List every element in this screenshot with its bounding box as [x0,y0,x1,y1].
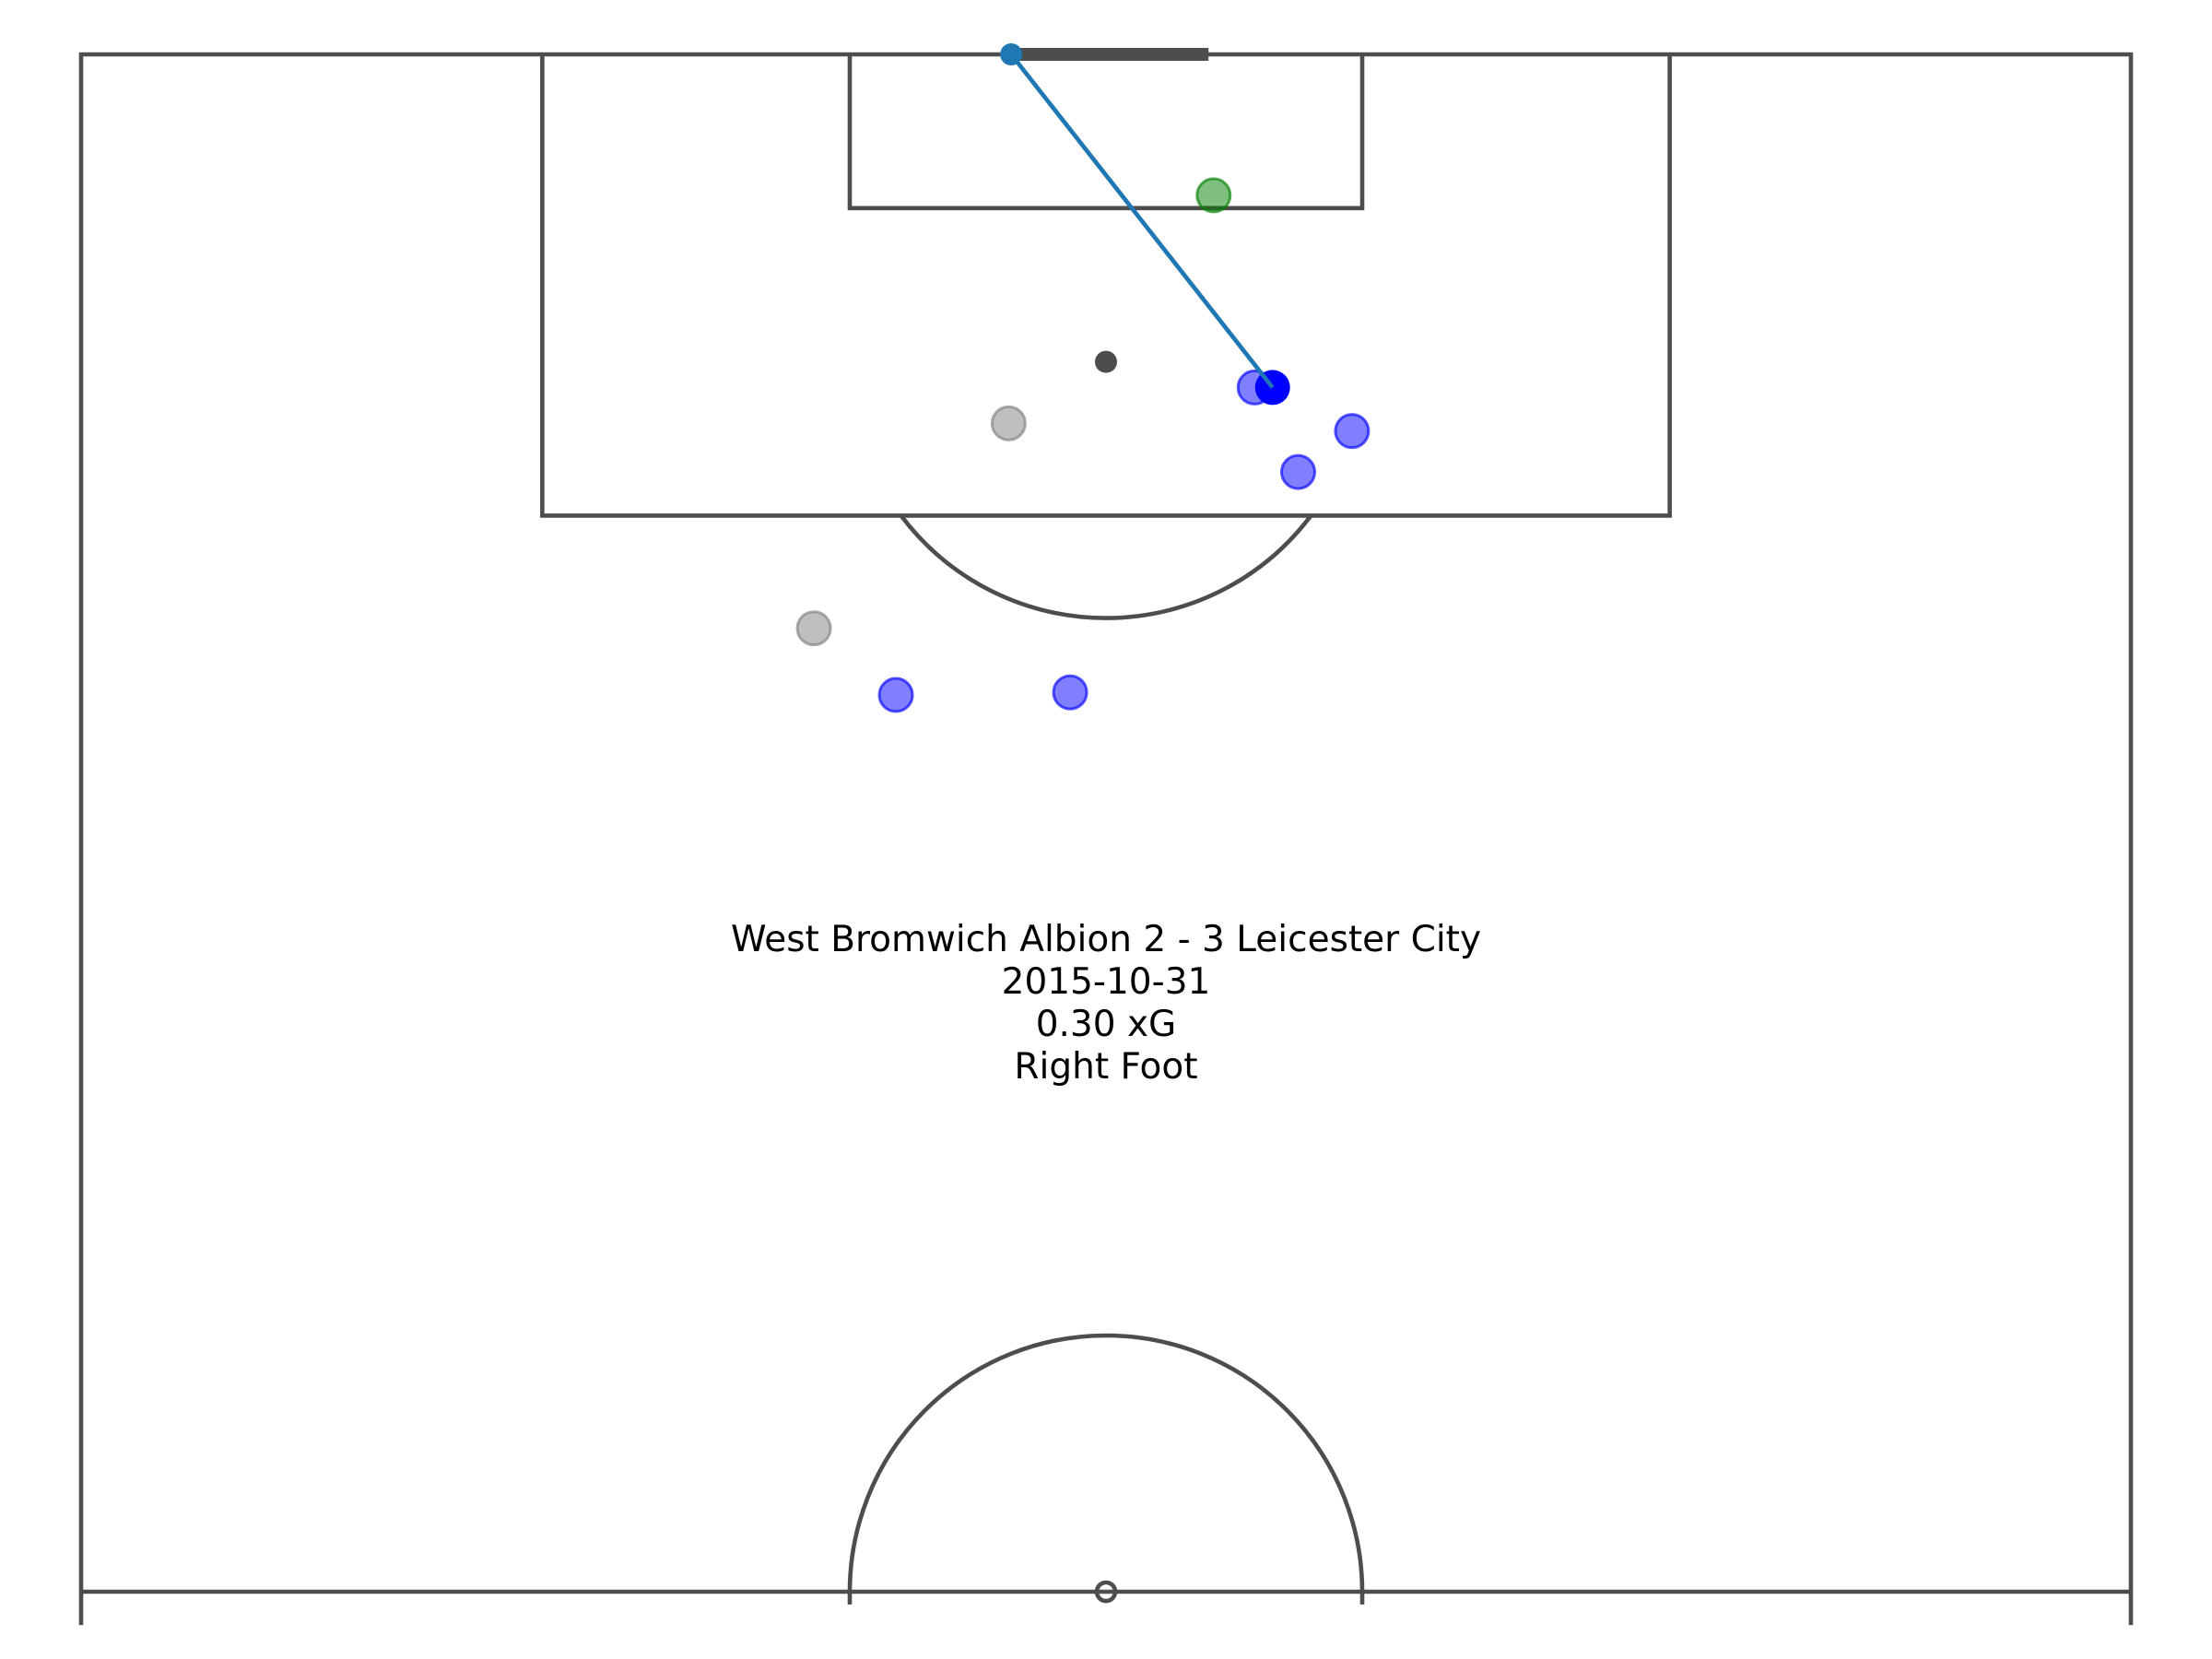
penalty-spot [1095,350,1117,373]
body-part-label: Right Foot [1014,1046,1197,1088]
match-label: West Bromwich Albion 2 - 3 Leicester Cit… [731,919,1481,960]
xg-label: 0.30 xG [1036,1004,1177,1045]
teammate-marker [1334,413,1371,450]
goalkeeper-marker [1195,177,1232,214]
opponent-marker [990,405,1027,441]
shot-info: West Bromwich Albion 2 - 3 Leicester Cit… [731,919,1481,1088]
freeze-frame-players [795,53,1371,713]
centre-circle [847,1333,1365,1605]
penalty-area [540,54,1672,518]
teammate-marker [877,677,914,713]
penalty-arc [899,514,1313,620]
teammate-marker [1280,453,1316,490]
shot-line-overlay [1009,53,1275,389]
date-label: 2015-10-31 [1002,961,1211,1003]
pitch-boundary [78,52,2134,1626]
centre-spot [1094,1580,1118,1604]
pitch-lines [78,48,2134,1626]
six-yard-box [847,54,1365,211]
teammate-marker [1052,674,1088,711]
opponent-marker [795,610,832,647]
